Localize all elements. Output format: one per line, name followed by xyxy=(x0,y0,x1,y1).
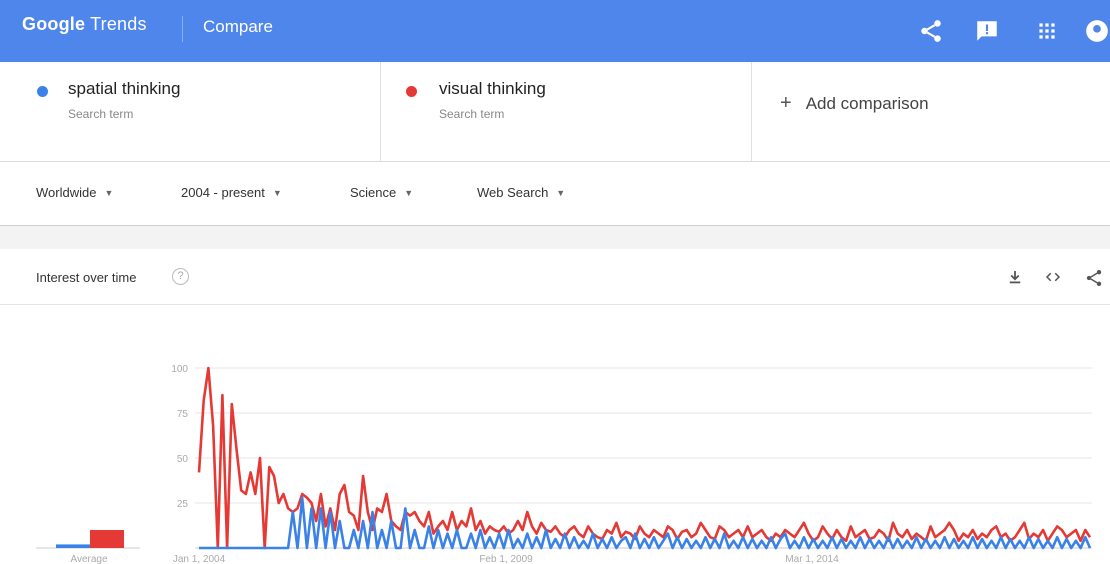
search-term-1[interactable]: spatial thinking Search term xyxy=(0,62,380,162)
term-2-color-dot xyxy=(406,86,417,97)
brand-trends: Trends xyxy=(90,14,147,34)
download-icon[interactable] xyxy=(1006,268,1024,286)
filter-region-label: Worldwide xyxy=(36,185,97,200)
interest-over-time-chart: 100 75 50 25 Jan 1, 2004 Feb 1, 2009 Mar 1, 2… xyxy=(36,364,1092,564)
feedback-icon[interactable] xyxy=(974,18,1000,44)
filter-bar xyxy=(0,162,1110,226)
card-title: Interest over time xyxy=(36,270,137,285)
y-tick-label: 100 xyxy=(171,364,188,375)
term-divider xyxy=(380,62,381,162)
term-1-color-dot xyxy=(37,86,48,97)
chevron-down-icon: ▼ xyxy=(556,188,566,198)
series-line xyxy=(197,366,1092,550)
average-bar xyxy=(90,530,124,548)
help-icon[interactable]: ? xyxy=(172,268,189,285)
term-2-sub: Search term xyxy=(439,107,505,121)
google-trends-logo[interactable]: Google Trends xyxy=(22,14,147,35)
average-bars: Average xyxy=(36,530,140,564)
chevron-down-icon: ▼ xyxy=(404,188,414,198)
share-icon[interactable] xyxy=(1084,268,1104,288)
x-tick-label: Feb 1, 2009 xyxy=(479,554,533,564)
chart-series xyxy=(197,366,1092,550)
brand-google: Google xyxy=(22,14,86,34)
filter-search-type-label: Web Search xyxy=(477,185,549,200)
filter-category-dropdown[interactable]: Science ▼ xyxy=(350,185,413,200)
interest-card-header xyxy=(0,249,1110,305)
term-2-name: visual thinking xyxy=(439,79,546,98)
header-divider xyxy=(182,16,183,42)
chevron-down-icon: ▼ xyxy=(272,188,282,198)
average-label: Average xyxy=(70,554,108,564)
y-tick-label: 25 xyxy=(177,499,189,510)
share-icon[interactable] xyxy=(918,18,944,44)
filter-category-label: Science xyxy=(350,185,397,200)
term-1-sub: Search term xyxy=(68,107,134,121)
search-term-2[interactable]: visual thinking Search term xyxy=(381,62,751,162)
term-divider xyxy=(751,62,752,162)
page-title: Compare xyxy=(203,17,273,36)
embed-icon[interactable] xyxy=(1044,268,1062,286)
chart-x-ticks: Jan 1, 2004 Feb 1, 2009 Mar 1, 2014 xyxy=(173,554,839,564)
y-tick-label: 75 xyxy=(177,409,189,420)
section-gap xyxy=(0,227,1110,249)
y-tick-label: 50 xyxy=(177,454,189,465)
search-terms-bar xyxy=(0,62,1110,162)
filter-time-dropdown[interactable]: 2004 - present ▼ xyxy=(181,185,282,200)
chart-y-ticks: 100 75 50 25 xyxy=(171,364,188,510)
add-comparison-button[interactable]: + Add comparison xyxy=(780,92,929,115)
account-icon[interactable] xyxy=(1084,18,1110,44)
average-bar xyxy=(56,544,90,548)
apps-grid-icon[interactable] xyxy=(1034,18,1060,44)
chevron-down-icon: ▼ xyxy=(104,188,114,198)
filter-search-type-dropdown[interactable]: Web Search ▼ xyxy=(477,185,565,200)
plus-icon: + xyxy=(780,92,792,114)
series-line xyxy=(199,496,1092,550)
add-comparison-label: Add comparison xyxy=(805,94,929,113)
filter-region-dropdown[interactable]: Worldwide ▼ xyxy=(36,185,113,200)
x-tick-label: Jan 1, 2004 xyxy=(173,554,226,564)
x-tick-label: Mar 1, 2014 xyxy=(785,554,839,564)
term-1-name: spatial thinking xyxy=(68,79,181,98)
filter-time-label: 2004 - present xyxy=(181,185,265,200)
